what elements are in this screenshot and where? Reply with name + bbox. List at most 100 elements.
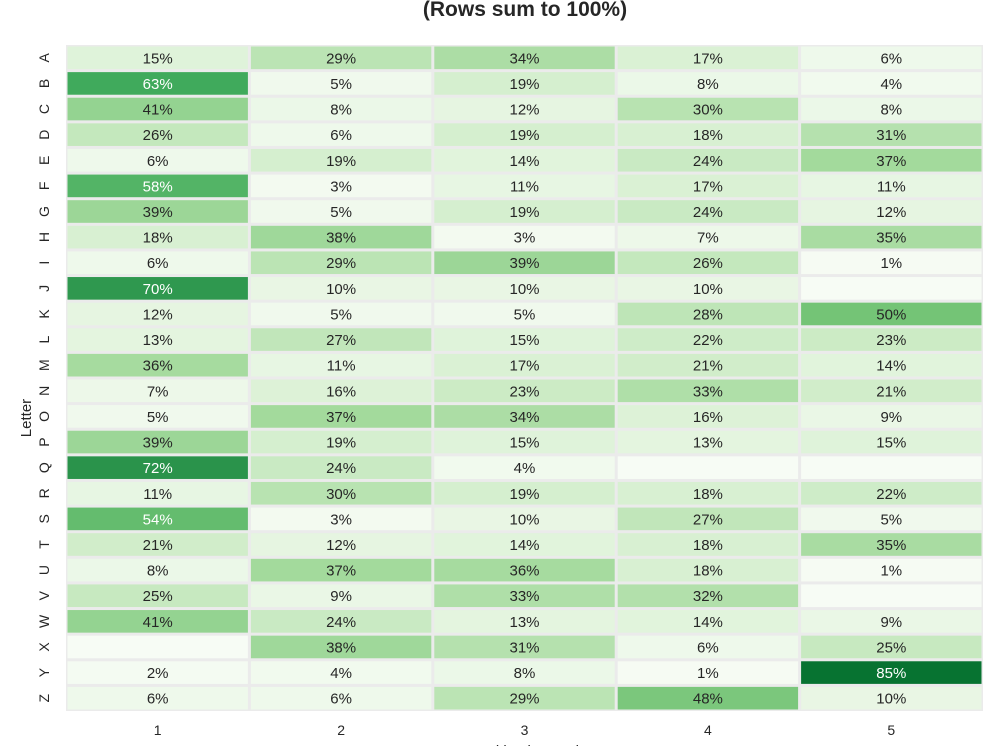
heatmap-cell [617,72,799,95]
heatmap-cell [801,481,982,505]
cell-label: 58% [143,178,173,195]
heatmap-cell [617,635,799,659]
heatmap-cell [67,456,248,479]
cell-label: 63% [143,76,173,93]
cell-label: 21% [693,358,723,375]
y-tick-label: A [36,52,52,62]
heatmap-cell [801,277,982,300]
heatmap-cell [250,277,432,300]
heatmap-cell [434,174,615,198]
cell-label: 5% [880,511,902,528]
heatmap-cell [250,148,432,172]
heatmap-cell [67,584,248,608]
heatmap-cell [434,97,615,121]
cell-label: 10% [326,281,356,298]
cell-label: 5% [330,76,352,93]
heatmap-cell [801,635,982,659]
heatmap-cell [801,661,982,684]
cell-label: 12% [143,306,173,323]
cell-label: 14% [876,358,906,375]
heatmap-cell [67,686,248,710]
cell-label: 70% [143,281,173,298]
y-tick-label: C [36,104,52,114]
cell-label: 41% [143,102,173,119]
heatmap-cell [801,72,982,95]
x-tick-label: 3 [521,722,529,738]
heatmap-cell [617,379,799,403]
cell-label: 1% [697,665,719,682]
heatmap-cell [67,225,248,249]
y-axis-label: Letter [18,399,35,437]
cell-label: 37% [326,409,356,426]
cell-label: 7% [697,230,719,247]
cell-label: 18% [693,563,723,580]
heatmap-cell [801,225,982,249]
y-tick-label: D [36,130,52,140]
heatmap-cell [67,558,248,582]
heatmap-cell [617,405,799,428]
cell-label: 17% [509,358,539,375]
y-tick-label: H [36,232,52,242]
cell-label: 5% [330,306,352,323]
cell-label: 24% [326,460,356,477]
heatmap-cell [617,430,799,454]
cell-label: 19% [509,76,539,93]
heatmap-cell [434,558,615,582]
heatmap-cell [801,123,982,146]
cell-label: 4% [880,76,902,93]
heatmap-cell [250,635,432,659]
cell-label: 2% [147,665,169,682]
cell-label: 6% [147,153,169,170]
cell-label: 10% [876,691,906,708]
cell-label: 4% [514,460,536,477]
cell-label: 38% [326,230,356,247]
cell-label: 10% [509,281,539,298]
heatmap-cell [801,46,982,70]
x-tick-label: 2 [337,722,345,738]
cell-label: 85% [876,665,906,682]
y-tick-label: Q [36,462,52,473]
heatmap-cell [67,302,248,326]
heatmap-cell [434,200,615,223]
cell-label: 23% [876,332,906,349]
cell-label: 29% [326,50,356,67]
cell-label: 10% [509,511,539,528]
heatmap-cell [434,430,615,454]
cell-label: 48% [693,691,723,708]
cell-label: 22% [876,486,906,503]
heatmap-cell [801,379,982,403]
heatmap-cell [801,533,982,556]
x-tick-label: 1 [154,722,162,738]
cell-label: 35% [876,230,906,247]
y-tick-label: X [36,642,52,652]
heatmap-cell [434,123,615,146]
cell-label: 37% [326,563,356,580]
heatmap-cell [617,584,799,608]
cell-label: 6% [147,255,169,272]
cell-label: 54% [143,511,173,528]
cell-label: 31% [509,639,539,656]
heatmap-cell [617,148,799,172]
heatmap-cell [250,481,432,505]
cell-label: 17% [693,178,723,195]
heatmap-cell [250,251,432,275]
heatmap-cell [250,507,432,531]
heatmap-cell [250,97,432,121]
cell-label: 11% [143,486,172,503]
cell-label: 10% [693,281,723,298]
cell-label: 24% [693,153,723,170]
heatmap-cell [67,661,248,684]
heatmap-cell [250,610,432,633]
cell-label: 38% [326,639,356,656]
heatmap-cell [801,200,982,223]
heatmap-cell [434,328,615,351]
heatmap-cell [434,686,615,710]
heatmap-cell [67,379,248,403]
cell-label: 9% [330,588,352,605]
heatmap-cell [67,123,248,146]
y-tick-label: S [36,514,52,523]
heatmap-cell [250,72,432,95]
cell-label: 3% [330,178,352,195]
heatmap-cell [67,507,248,531]
